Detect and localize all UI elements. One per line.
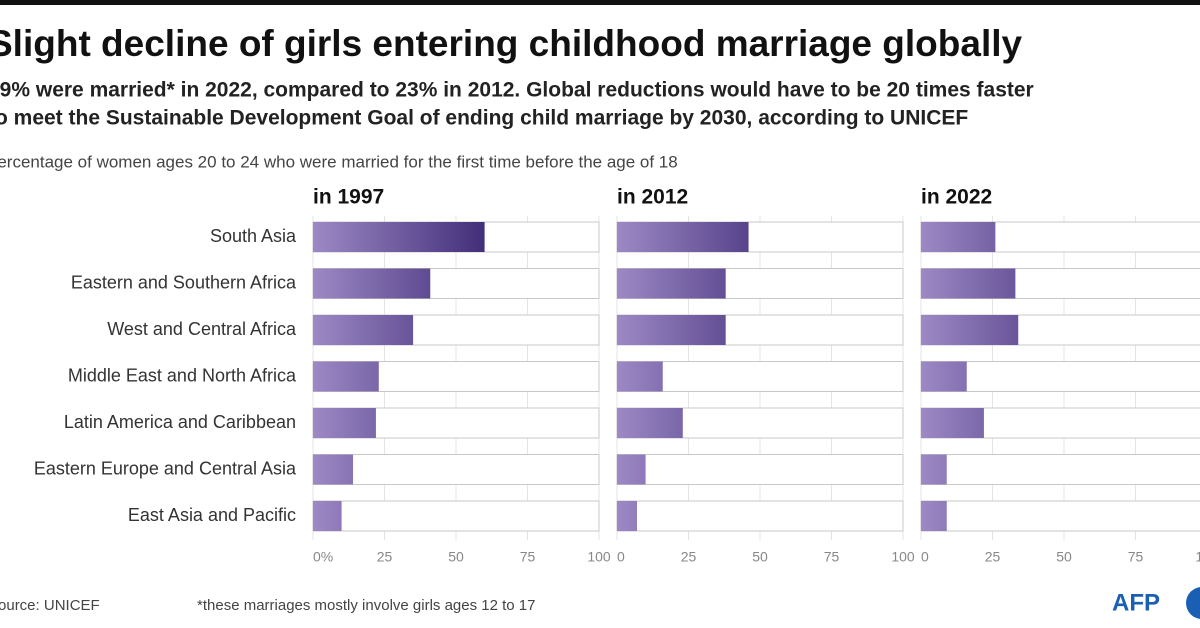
x-tick-label: 25 xyxy=(985,549,1001,565)
bar xyxy=(617,315,726,345)
logo: AFP xyxy=(1112,589,1160,616)
category-label: East Asia and Pacific xyxy=(128,505,296,525)
panel-title: in 1997 xyxy=(313,186,384,209)
category-label: South Asia xyxy=(210,226,297,246)
category-label: Latin America and Caribbean xyxy=(64,412,296,432)
x-tick-label: 0 xyxy=(617,549,625,565)
x-tick-label: 50 xyxy=(752,549,768,565)
axis-label: Percentage of women ages 20 to 24 who we… xyxy=(0,152,678,171)
bar xyxy=(313,408,376,438)
source: Source: UNICEF xyxy=(0,597,100,614)
bar-track xyxy=(616,361,904,392)
x-tick-label: 0% xyxy=(313,549,333,565)
bar xyxy=(313,222,485,252)
footnote: *these marriages mostly involve girls ag… xyxy=(197,597,536,614)
top-rule xyxy=(0,0,1200,5)
bar xyxy=(921,454,947,485)
bar-track xyxy=(616,454,904,485)
bar xyxy=(921,315,1019,345)
bar xyxy=(617,454,646,485)
bar xyxy=(617,408,683,438)
bar xyxy=(313,454,354,485)
bar-track xyxy=(312,500,600,532)
x-tick-label: 50 xyxy=(1056,549,1072,565)
bar-track xyxy=(920,500,1200,532)
bar xyxy=(617,501,638,531)
category-label: Eastern and Southern Africa xyxy=(71,272,297,292)
logo-mark xyxy=(1186,587,1200,619)
subtitle: 19% were married* in 2022, compared to 2… xyxy=(0,79,1034,102)
category-label: Middle East and North Africa xyxy=(68,365,297,385)
x-tick-label: 75 xyxy=(824,549,840,565)
x-tick-label: 100 xyxy=(587,549,611,565)
x-tick-label: 0 xyxy=(921,549,929,565)
x-tick-label: 25 xyxy=(377,549,393,565)
x-tick-label: 100 xyxy=(891,549,915,565)
bar-track xyxy=(920,454,1200,485)
category-label: Eastern Europe and Central Asia xyxy=(34,458,297,478)
subtitle: to meet the Sustainable Development Goal… xyxy=(0,107,968,130)
chart-title: Slight decline of girls entering childho… xyxy=(0,23,1023,64)
panel-title: in 2022 xyxy=(921,186,992,209)
bar xyxy=(313,268,431,299)
bar xyxy=(617,222,749,252)
x-tick-label: 75 xyxy=(1128,549,1144,565)
bar xyxy=(617,361,663,392)
bar xyxy=(921,268,1016,299)
bar xyxy=(313,315,414,345)
bar-track xyxy=(616,500,904,532)
bar xyxy=(921,501,947,531)
bar xyxy=(921,222,996,252)
x-tick-label: 75 xyxy=(520,549,536,565)
bar xyxy=(921,361,967,392)
bar xyxy=(313,361,379,392)
bar xyxy=(313,501,342,531)
category-label: West and Central Africa xyxy=(107,319,297,339)
bar xyxy=(617,268,726,299)
bar-track xyxy=(312,454,600,485)
x-tick-label: 25 xyxy=(681,549,697,565)
panel-title: in 2012 xyxy=(617,186,688,209)
bar xyxy=(921,408,984,438)
x-tick-label: 50 xyxy=(448,549,464,565)
x-tick-label: 100 xyxy=(1195,549,1200,565)
